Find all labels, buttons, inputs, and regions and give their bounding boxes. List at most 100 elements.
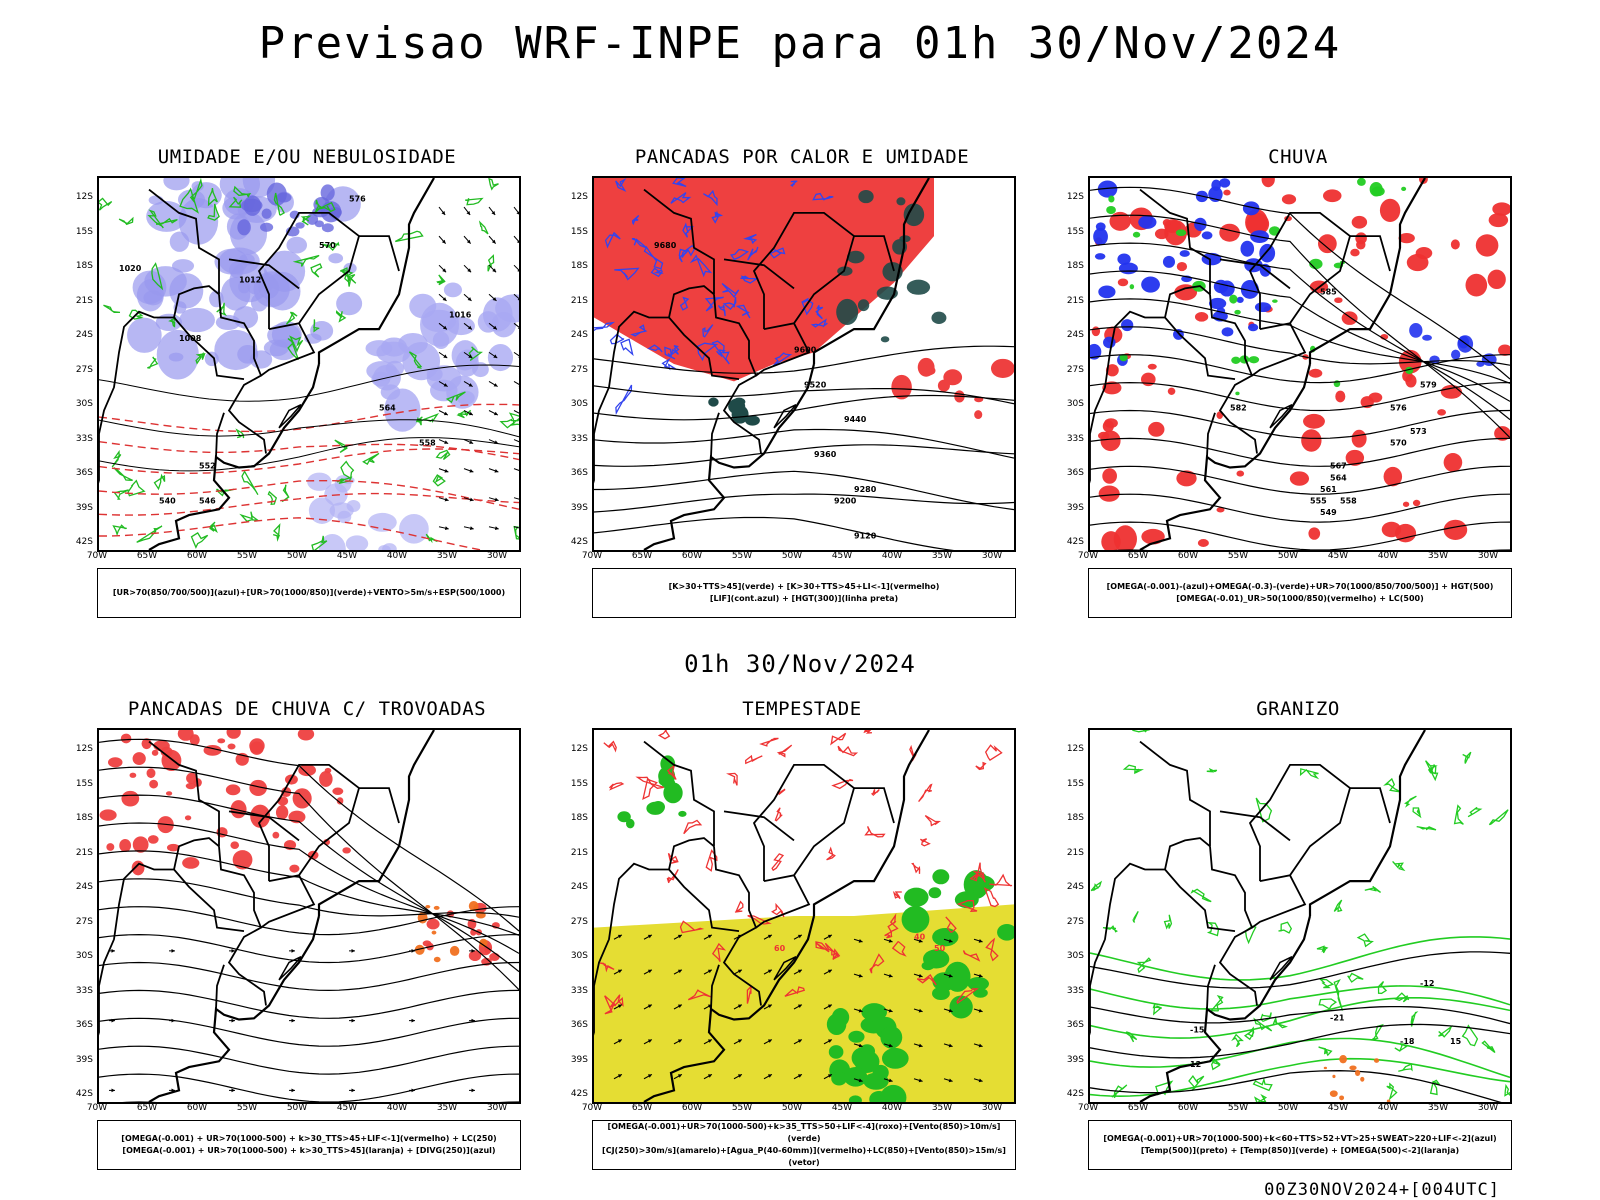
- border-line: [1164, 837, 1236, 932]
- rain-red-area: [1219, 223, 1240, 242]
- humidity-low-contour: [468, 346, 483, 362]
- humidity-low-contour: [314, 199, 322, 214]
- storm-red-area: [146, 768, 156, 779]
- lat-tick-label: 18S: [75, 813, 93, 823]
- border-line: [1248, 212, 1352, 330]
- storm-red-area: [107, 757, 123, 768]
- temp850-line: [1090, 997, 1510, 1039]
- lifted-index-contour: [682, 222, 695, 238]
- coastline-east: [317, 178, 435, 364]
- wind-vector: [613, 934, 623, 940]
- isobar-line: [99, 437, 519, 472]
- omega-blue-area: [1095, 222, 1106, 231]
- instability-red-offshore: [974, 410, 983, 419]
- storm-orange-area: [479, 938, 488, 948]
- precipitable-water-contour: [774, 807, 783, 822]
- wind-vector: [943, 1078, 953, 1083]
- lat-tick-label: 27S: [75, 364, 93, 375]
- storm-orange-area: [414, 944, 425, 955]
- lat-tick-label: 42S: [570, 1089, 588, 1099]
- lat-tick-label: 12S: [570, 192, 588, 202]
- humidity-low-contour: [118, 216, 134, 226]
- humidity-low-contour: [179, 187, 199, 214]
- lon-tick-label: 50W: [286, 1103, 308, 1113]
- lagoon-outline: [278, 956, 302, 981]
- omega-green-area: [1369, 181, 1383, 197]
- humidity-band: [477, 311, 499, 333]
- temp850-contour: [1398, 1063, 1413, 1072]
- rain-red-area: [1289, 471, 1310, 486]
- rain-red-area: [1450, 239, 1460, 250]
- storm-red-area: [141, 738, 152, 750]
- streamline-250: [99, 1045, 519, 1075]
- precipitable-water-contour: [891, 940, 907, 957]
- contour-label: 567: [1330, 462, 1347, 471]
- wind-vector: [703, 969, 713, 975]
- wind-vector: [793, 934, 803, 940]
- streamline-arrow: [169, 948, 175, 953]
- temp850-contour: [1206, 767, 1218, 773]
- wind-vector: [913, 1008, 923, 1013]
- storm-red-area: [121, 790, 140, 807]
- wind850-green-south: [860, 1016, 887, 1034]
- humidity-low-contour: [445, 391, 466, 404]
- temp850-contour: [1383, 777, 1402, 793]
- instability-green-area: [931, 311, 947, 324]
- wind-vector: [488, 293, 497, 302]
- omega-green-area: [1119, 353, 1128, 362]
- lat-tick-label: 27S: [570, 364, 588, 375]
- wind850-green-east: [967, 976, 989, 991]
- omega-blue-area: [1098, 285, 1116, 299]
- omega-blue-offshore: [1476, 361, 1485, 367]
- precipitable-water-contour: [911, 862, 921, 874]
- rain-red-area: [1147, 363, 1157, 370]
- precipitable-water-contour: [919, 838, 931, 847]
- lifted-index-contour: [704, 296, 724, 312]
- lat-tick-label: 15S: [75, 226, 93, 237]
- humidity-low-contour: [436, 274, 446, 286]
- storm-red-area: [151, 749, 159, 756]
- omega-blue-area: [1179, 250, 1190, 257]
- wind850-green-east: [954, 891, 979, 909]
- wind-vector: [913, 1078, 923, 1083]
- lifted-index-contour: [815, 305, 824, 320]
- temp850-contour: [1318, 978, 1335, 989]
- storm-red-area: [289, 864, 300, 873]
- temp850-contour: [1152, 1003, 1163, 1016]
- temp850-contour: [1394, 992, 1410, 1003]
- omega500-orange: [1339, 1095, 1345, 1101]
- lifted-index-contour: [631, 237, 648, 249]
- hgt300-line: [594, 345, 1014, 374]
- humidity-low-contour: [465, 197, 484, 206]
- wind850-green-east: [904, 887, 929, 907]
- thickness-line: [99, 480, 519, 510]
- wind-vector: [488, 497, 499, 502]
- panel-title-chuva: CHUVA: [1268, 146, 1328, 168]
- lifted-index-contour: [631, 215, 640, 226]
- hgt500-line: [1090, 242, 1510, 421]
- temp850-contour: [1453, 804, 1464, 825]
- legend-line: [Temp(500)](preto) + [Temp(850)](verde) …: [1140, 1146, 1460, 1155]
- temp850-contour: [1347, 972, 1364, 983]
- storm-red-area: [225, 784, 241, 796]
- wind-vector: [438, 264, 447, 273]
- rain-red-area: [1487, 269, 1506, 290]
- humidity-low-contour: [111, 449, 122, 468]
- storm-red-area: [226, 730, 241, 739]
- precipitable-water-contour: [666, 763, 677, 780]
- hgt300-line: [594, 493, 1014, 513]
- lon-tick-label: 30W: [1477, 1103, 1499, 1113]
- lat-tick-label: 24S: [1066, 330, 1084, 340]
- lifted-index-contour: [650, 267, 664, 278]
- storm-red-area: [153, 740, 170, 752]
- instability-red-offshore: [990, 358, 1014, 379]
- humidity-upper-core: [260, 222, 274, 232]
- rain-red-area: [1381, 521, 1402, 538]
- lifted-index-contour: [735, 304, 751, 319]
- rain-red-area: [1091, 326, 1101, 337]
- lifted-index-contour: [647, 344, 663, 353]
- humidity-upper-area: [286, 236, 308, 254]
- lat-tick-label: 33S: [75, 433, 93, 444]
- streamline-arrow: [409, 1088, 415, 1093]
- wind-vector: [513, 322, 519, 329]
